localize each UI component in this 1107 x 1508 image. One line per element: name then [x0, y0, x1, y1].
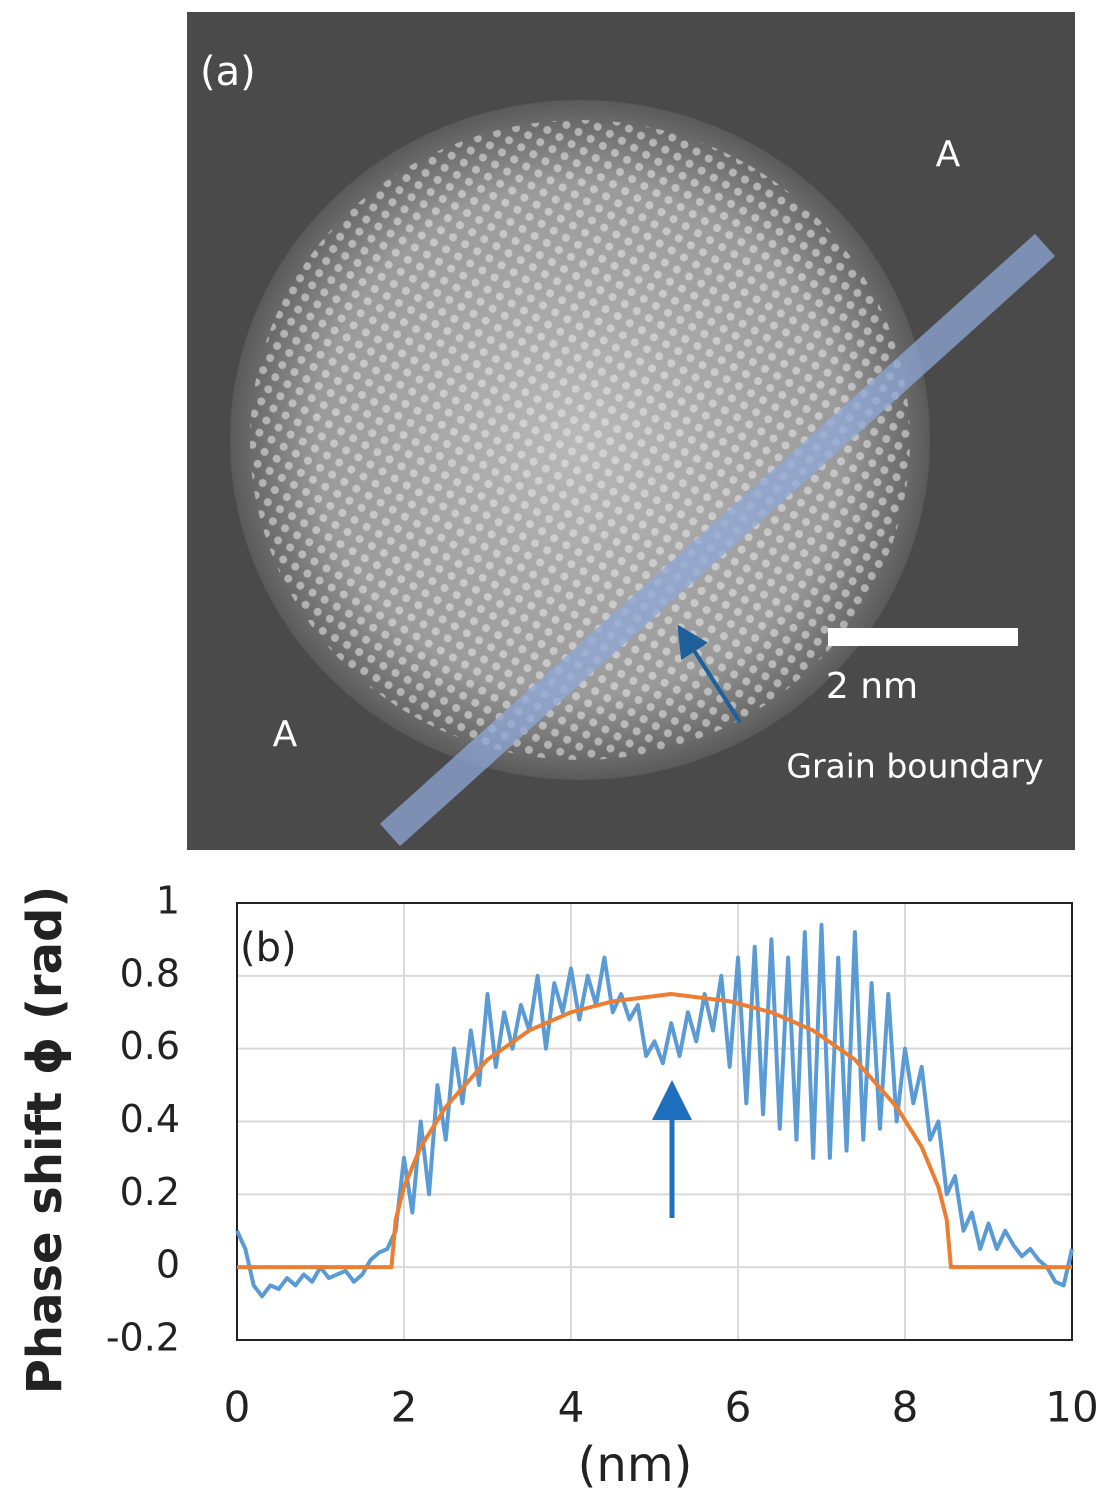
y-tick-label: 0 [156, 1243, 180, 1287]
profile-line [379, 233, 1056, 847]
y-tick-label: 0.8 [120, 951, 180, 995]
scale-bar [828, 628, 1018, 646]
tem-image: (a) A A 2 nm Grain boundary [187, 12, 1075, 850]
y-tick-label: 1 [156, 879, 180, 923]
x-axis-label: (nm) [578, 1437, 693, 1493]
x-tick-label: 2 [391, 1383, 418, 1432]
boundary-arrow [677, 624, 742, 724]
lattice [250, 120, 910, 760]
region-label: A [273, 714, 298, 755]
panel-label: (b) [240, 925, 297, 971]
x-tick-label: 6 [725, 1383, 752, 1432]
x-tick-label: 10 [1045, 1383, 1098, 1432]
chart: -0.200.20.40.60.810 2 4 6 8 10(b)(nm)Phase sh… [17, 879, 1099, 1494]
series-line [235, 922, 1074, 1299]
panel-label: (a) [200, 49, 256, 95]
x-tick-label: 0 [224, 1383, 251, 1432]
plot-frame [236, 902, 1073, 1341]
x-tick-label: 8 [892, 1383, 919, 1432]
y-tick-label: 0.2 [120, 1170, 180, 1214]
series-line [237, 992, 1072, 1270]
x-tick-label: 4 [558, 1383, 585, 1432]
annotation: Grain boundary [786, 747, 1043, 786]
y-tick-label: -0.2 [106, 1316, 180, 1360]
region-label: A [936, 134, 961, 175]
scale-label: 2 nm [826, 666, 918, 707]
y-tick-label: 0.4 [120, 1097, 180, 1141]
y-tick-label: 0.6 [120, 1024, 180, 1068]
y-axis-label: Phase shift ϕ (rad) [17, 886, 73, 1395]
